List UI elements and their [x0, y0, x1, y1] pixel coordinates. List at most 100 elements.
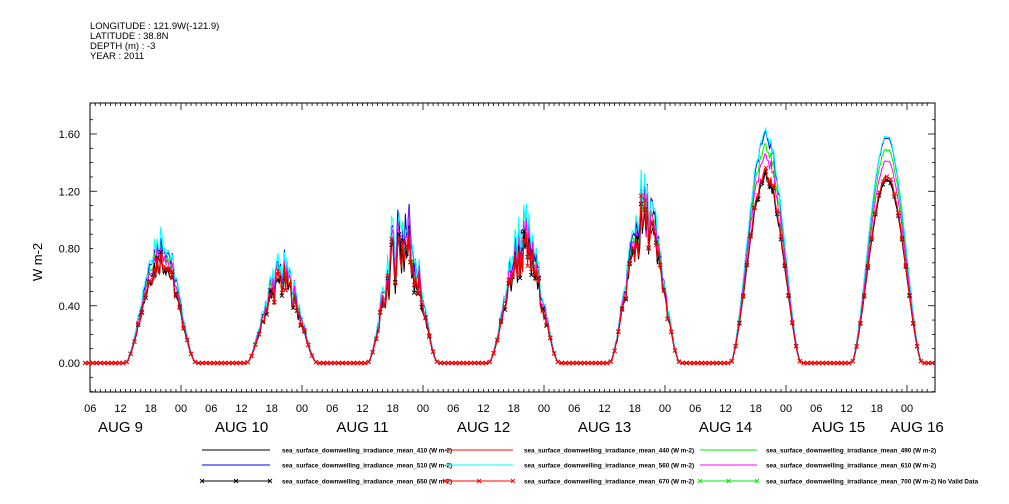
series-marker — [653, 242, 659, 248]
series-marker — [268, 292, 273, 297]
legend-label: sea_surface_downwelling_irradiance_mean_… — [282, 448, 452, 455]
x-tick-label: 18 — [871, 403, 883, 415]
series-marker — [876, 190, 882, 195]
series-marker — [506, 277, 512, 283]
series-marker — [317, 360, 322, 366]
series-marker — [721, 360, 727, 366]
series-marker — [464, 360, 470, 366]
series-marker — [177, 305, 183, 311]
y-tick-label: 1.60 — [59, 129, 80, 141]
series-marker — [563, 360, 568, 366]
longitude-label: LONGITUDE : 121.9W(-121.9) — [90, 21, 220, 32]
series-group — [82, 126, 935, 366]
series-marker — [487, 359, 493, 365]
series-marker — [230, 360, 235, 366]
series-marker — [907, 292, 912, 298]
series-marker — [737, 320, 742, 326]
series-marker — [884, 174, 890, 179]
series-marker — [744, 260, 750, 266]
x-tick-label: 12 — [719, 403, 731, 415]
series-marker — [748, 232, 754, 237]
series-marker — [521, 237, 527, 243]
series-marker — [483, 360, 489, 366]
series-marker — [846, 360, 852, 366]
series-marker — [381, 302, 387, 308]
series-marker — [529, 266, 534, 272]
series-marker — [381, 303, 387, 309]
series-marker — [143, 292, 149, 298]
x-tick-label: 12 — [356, 403, 368, 415]
series-marker — [438, 360, 443, 366]
series-marker — [396, 235, 402, 241]
series-marker — [812, 360, 818, 366]
series-marker — [116, 360, 122, 366]
series-marker — [260, 318, 266, 324]
x-tick-label: 06 — [326, 403, 338, 415]
series-marker — [612, 348, 617, 353]
year-label: YEAR : 2011 — [90, 51, 145, 62]
series-marker — [521, 228, 527, 234]
series-marker — [608, 359, 614, 364]
series-marker — [665, 316, 670, 322]
series-marker — [532, 270, 538, 276]
series-marker — [374, 336, 379, 342]
series-marker — [135, 321, 141, 326]
series-marker — [245, 359, 251, 365]
legend-label: sea_surface_downwelling_irradiance_mean_… — [766, 463, 936, 470]
series-marker — [597, 360, 602, 366]
series-marker — [676, 359, 682, 364]
series-marker — [302, 327, 307, 333]
series-marker — [710, 360, 716, 366]
series-marker — [782, 262, 788, 268]
series-marker — [298, 322, 304, 327]
series-marker — [604, 360, 610, 366]
series-marker — [714, 360, 719, 366]
x-tick-label: 12 — [235, 403, 247, 415]
series-marker — [646, 245, 651, 250]
series-marker — [211, 360, 217, 366]
series-marker — [154, 255, 160, 260]
series-marker — [578, 360, 583, 366]
series-marker — [457, 360, 462, 366]
series-marker — [718, 360, 723, 366]
series-marker — [831, 360, 837, 366]
series-marker — [188, 351, 194, 357]
series-marker — [86, 360, 92, 366]
series-marker — [449, 360, 455, 366]
series-marker — [404, 242, 409, 248]
series-marker — [842, 360, 848, 366]
series-marker — [347, 360, 353, 366]
series-line-3 — [85, 130, 933, 364]
legend-marker-x-icon — [442, 478, 448, 484]
y-tick-label: 0.00 — [59, 358, 80, 370]
x-tick-label: 00 — [417, 403, 429, 415]
series-marker — [377, 310, 383, 315]
series-marker — [419, 300, 425, 305]
x-tick-label: 06 — [205, 403, 217, 415]
series-marker — [869, 235, 875, 240]
series-marker — [691, 360, 697, 366]
series-marker — [672, 348, 678, 353]
series-marker — [895, 210, 901, 216]
x-tick-label: 18 — [750, 403, 762, 415]
series-marker — [570, 360, 576, 366]
series-marker — [642, 198, 648, 203]
series-marker — [105, 360, 111, 366]
series-marker — [495, 337, 500, 343]
legend-label: sea_surface_downwelling_irradiance_mean_… — [524, 448, 694, 455]
series-marker — [430, 349, 436, 354]
legend-label: sea_surface_downwelling_irradiance_mean_… — [766, 479, 979, 486]
series-marker — [408, 259, 413, 265]
series-marker — [661, 288, 667, 293]
series-marker — [903, 263, 909, 268]
series-marker — [922, 360, 927, 366]
series-marker — [657, 262, 663, 268]
series-marker — [389, 236, 394, 242]
x-tick-label: 12 — [840, 403, 852, 415]
series-marker — [203, 360, 209, 366]
series-marker — [827, 360, 833, 366]
series-marker — [771, 182, 776, 188]
series-marker — [517, 275, 523, 281]
legend-label: sea_surface_downwelling_irradiance_mean_… — [282, 479, 452, 486]
y-tick-label: 1.20 — [59, 186, 80, 198]
